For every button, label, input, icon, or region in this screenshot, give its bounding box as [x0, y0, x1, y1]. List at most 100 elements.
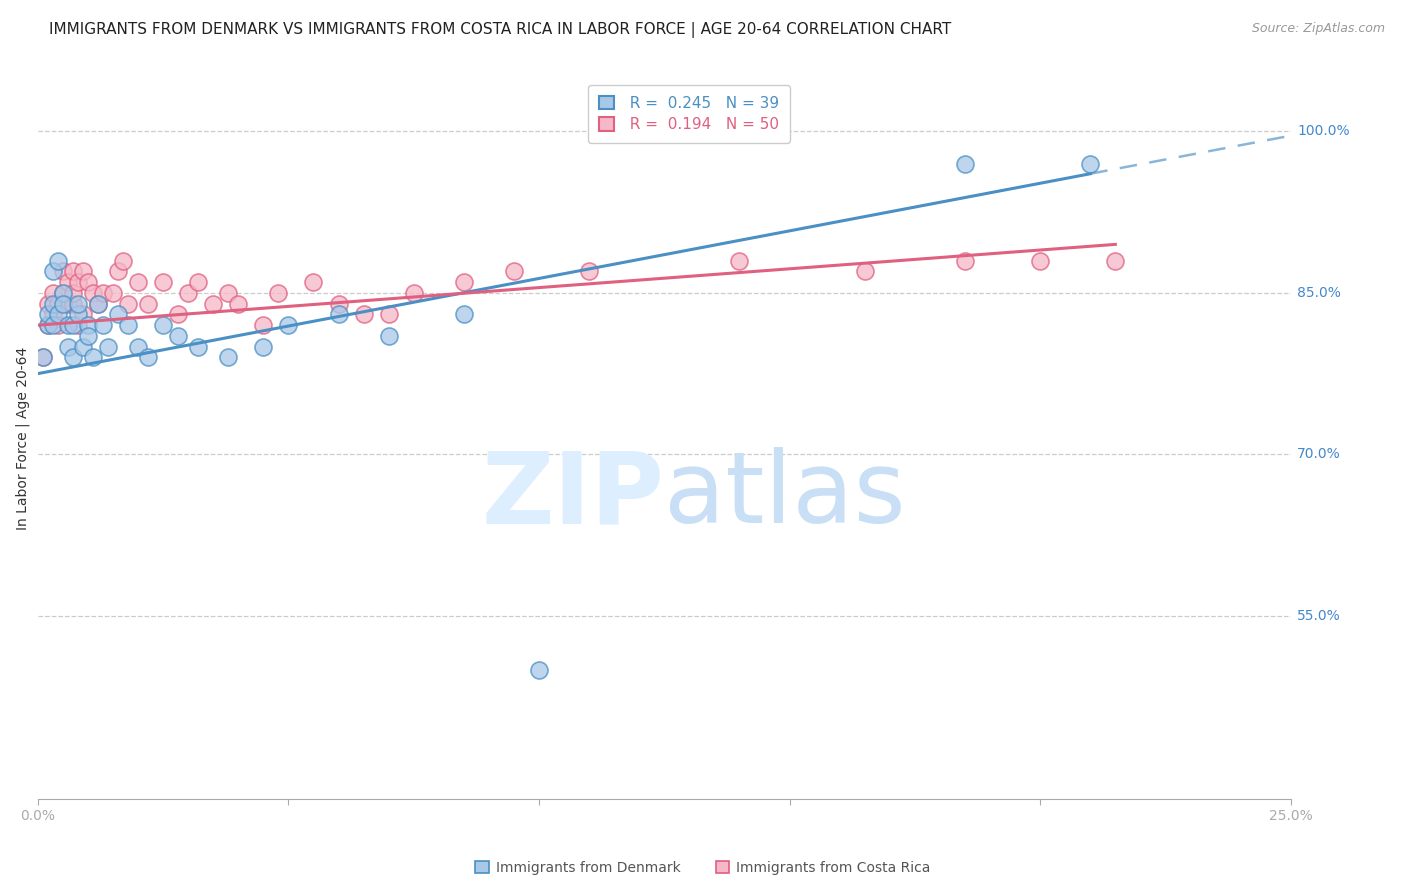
Point: [46, 296, 69, 310]
Point: [1104, 253, 1126, 268]
Text: Source: ZipAtlas.com: Source: ZipAtlas.com: [1251, 22, 1385, 36]
Point: [56, 275, 79, 289]
Point: [302, 275, 325, 289]
Point: [127, 275, 149, 289]
Point: [377, 307, 399, 321]
Point: [136, 296, 159, 310]
Point: [117, 318, 139, 333]
Text: 55.0%: 55.0%: [1296, 609, 1341, 623]
Point: [46, 318, 69, 333]
Point: [46, 253, 69, 268]
Point: [31, 351, 53, 365]
Point: [66, 318, 89, 333]
Point: [52, 285, 75, 300]
Point: [66, 275, 89, 289]
Point: [107, 307, 129, 321]
Point: [52, 285, 75, 300]
Point: [66, 307, 89, 321]
Point: [187, 340, 209, 354]
Point: [402, 285, 425, 300]
Point: [453, 307, 475, 321]
Point: [52, 264, 75, 278]
Point: [37, 318, 59, 333]
Point: [97, 340, 120, 354]
Point: [72, 264, 94, 278]
Point: [87, 296, 110, 310]
Legend:   R =  0.245   N = 39,   R =  0.194   N = 50: R = 0.245 N = 39, R = 0.194 N = 50: [588, 85, 790, 143]
Point: [252, 340, 274, 354]
Point: [267, 285, 290, 300]
Point: [87, 296, 110, 310]
Point: [82, 351, 104, 365]
Point: [91, 318, 114, 333]
Point: [503, 264, 526, 278]
Point: [853, 264, 876, 278]
Point: [42, 264, 65, 278]
Point: [252, 318, 274, 333]
Point: [66, 296, 89, 310]
Legend: Immigrants from Denmark, Immigrants from Costa Rica: Immigrants from Denmark, Immigrants from…: [470, 855, 936, 880]
Text: 85.0%: 85.0%: [1296, 285, 1341, 300]
Point: [127, 340, 149, 354]
Point: [187, 275, 209, 289]
Text: ZIP: ZIP: [481, 448, 664, 544]
Point: [31, 351, 53, 365]
Text: 100.0%: 100.0%: [1296, 124, 1350, 138]
Point: [62, 351, 84, 365]
Text: 70.0%: 70.0%: [1296, 448, 1341, 461]
Point: [152, 275, 174, 289]
Point: [107, 264, 129, 278]
Point: [62, 264, 84, 278]
Point: [77, 329, 100, 343]
Point: [77, 318, 100, 333]
Point: [277, 318, 299, 333]
Point: [62, 318, 84, 333]
Point: [328, 307, 350, 321]
Point: [56, 296, 79, 310]
Point: [82, 285, 104, 300]
Point: [37, 307, 59, 321]
Point: [77, 275, 100, 289]
Point: [167, 329, 190, 343]
Point: [728, 253, 751, 268]
Point: [46, 307, 69, 321]
Point: [217, 285, 239, 300]
Point: [226, 296, 249, 310]
Point: [42, 318, 65, 333]
Point: [527, 663, 550, 677]
Point: [62, 285, 84, 300]
Point: [202, 296, 225, 310]
Point: [37, 318, 59, 333]
Point: [37, 296, 59, 310]
Point: [91, 285, 114, 300]
Point: [117, 296, 139, 310]
Point: [953, 156, 976, 170]
Point: [56, 340, 79, 354]
Point: [52, 296, 75, 310]
Point: [177, 285, 200, 300]
Point: [353, 307, 375, 321]
Point: [42, 285, 65, 300]
Point: [62, 296, 84, 310]
Point: [42, 296, 65, 310]
Point: [56, 318, 79, 333]
Point: [101, 285, 124, 300]
Point: [112, 253, 135, 268]
Point: [953, 253, 976, 268]
Point: [136, 351, 159, 365]
Point: [72, 340, 94, 354]
Point: [377, 329, 399, 343]
Text: atlas: atlas: [664, 448, 905, 544]
Point: [42, 307, 65, 321]
Point: [217, 351, 239, 365]
Point: [328, 296, 350, 310]
Text: IMMIGRANTS FROM DENMARK VS IMMIGRANTS FROM COSTA RICA IN LABOR FORCE | AGE 20-64: IMMIGRANTS FROM DENMARK VS IMMIGRANTS FR…: [49, 22, 952, 38]
Point: [1029, 253, 1052, 268]
Point: [578, 264, 600, 278]
Point: [1078, 156, 1101, 170]
Point: [167, 307, 190, 321]
Point: [152, 318, 174, 333]
Point: [453, 275, 475, 289]
Point: [72, 307, 94, 321]
Y-axis label: In Labor Force | Age 20-64: In Labor Force | Age 20-64: [15, 347, 30, 530]
